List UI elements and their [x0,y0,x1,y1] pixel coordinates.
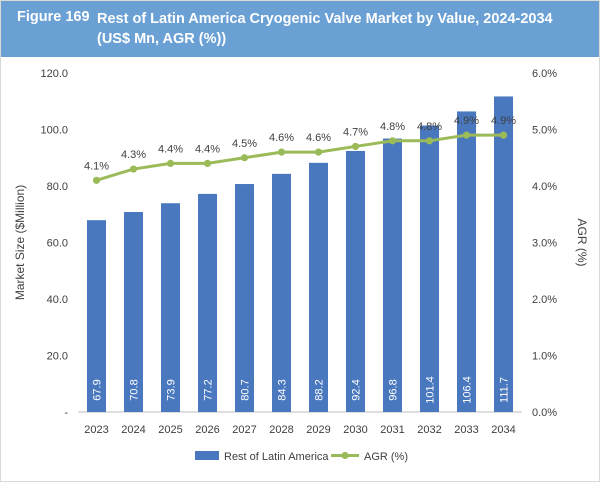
agr-value-label: 4.9% [491,115,516,127]
bar-value-label: 111.7 [499,377,511,403]
bar-value-label: 84.3 [277,379,289,400]
bar-value-label: 80.7 [240,379,252,400]
bar-value-label: 67.9 [92,379,104,400]
agr-value-label: 4.5% [232,138,257,150]
x-tick-label: 2033 [454,424,478,436]
bar-value-label: 92.4 [351,379,363,400]
figure-label: Figure 169 [17,9,90,25]
x-tick-label: 2024 [121,424,145,436]
bar-value-label: 101.4 [425,376,437,404]
agr-point [462,131,471,139]
x-tick-label: 2028 [269,424,293,436]
x-tick-label: 2027 [232,424,256,436]
agr-point [388,137,397,145]
y2-tick-label: 5.0% [532,125,557,137]
bar-value-label: 96.8 [388,379,400,400]
x-tick-label: 2030 [343,424,367,436]
agr-value-label: 4.8% [380,121,405,133]
bar [346,150,365,412]
agr-value-label: 4.8% [417,121,442,133]
agr-point [499,131,508,139]
bar [309,162,328,412]
y2-tick-label: 6.0% [532,68,557,80]
x-tick-label: 2032 [417,424,441,436]
agr-point [314,148,323,156]
bar [235,184,254,412]
bar-value-label: 88.2 [314,379,326,400]
y2-tick-label: 3.0% [532,238,557,250]
x-tick-label: 2029 [306,424,330,436]
bar-value-label: 106.4 [462,376,474,404]
agr-point [425,137,434,145]
y-tick-label: - [64,407,68,419]
agr-point [277,148,286,156]
y-axis-title: Market Size ($Million) [13,185,27,300]
agr-value-label: 4.9% [454,115,479,127]
agr-value-label: 4.3% [121,149,146,161]
agr-line [96,133,504,182]
legend-bar-label: Rest of Latin America [224,451,329,463]
y2-tick-label: 4.0% [532,181,557,193]
bar [494,96,513,412]
y2-tick-label: 1.0% [532,351,557,363]
agr-value-label: 4.6% [269,132,294,144]
y-tick-label: 100.0 [40,125,68,137]
y-tick-label: 40.0 [47,294,68,306]
bar-value-label: 70.8 [129,379,141,400]
x-tick-label: 2031 [380,424,404,436]
y2-axis-title: AGR (%) [575,219,589,267]
agr-value-label: 4.6% [306,132,331,144]
figure-title: Rest of Latin America Cryogenic Valve Ma… [97,11,553,47]
x-tick-label: 2034 [491,424,515,436]
agr-point [92,176,101,184]
agr-point [129,165,138,173]
agr-point [240,154,249,162]
agr-value-label: 4.4% [158,143,183,155]
y2-tick-label: 0.0% [532,407,557,419]
legend-line-label: AGR (%) [364,451,408,463]
bar-value-label: 77.2 [203,379,215,400]
legend-bar-swatch [195,451,219,460]
legend-line-marker [341,451,349,460]
x-tick-label: 2023 [84,424,108,436]
agr-point [351,142,360,151]
y2-tick-label: 2.0% [532,294,557,306]
x-tick-label: 2026 [195,424,219,436]
bar [420,125,439,413]
y-tick-label: 120.0 [40,68,68,80]
bar [272,173,291,412]
bar-value-label: 73.9 [166,379,178,400]
agr-point [166,159,175,167]
bar [161,203,180,412]
y-tick-label: 80.0 [47,181,68,193]
agr-value-label: 4.4% [195,143,220,155]
y-tick-label: 20.0 [47,351,68,363]
agr-point [203,159,212,167]
bar [198,193,217,412]
figure-header: Figure 169 Rest of Latin America Cryogen… [1,1,599,57]
x-tick-label: 2025 [158,424,182,436]
bar [457,111,476,413]
bar [383,138,402,413]
agr-value-label: 4.7% [343,126,368,138]
agr-value-label: 4.1% [84,160,109,172]
bar [87,220,106,412]
bar [124,211,143,412]
y-tick-label: 60.0 [47,238,68,250]
